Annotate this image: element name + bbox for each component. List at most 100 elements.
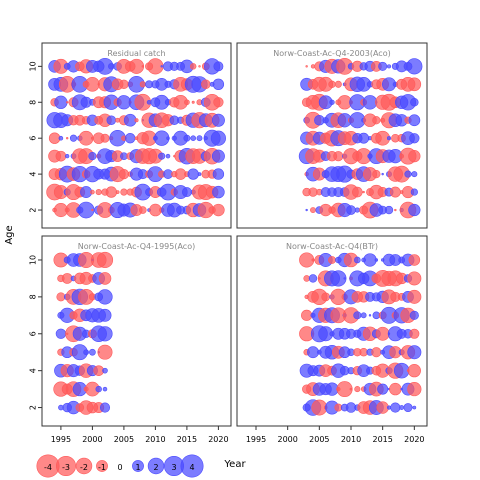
bubble-point xyxy=(352,186,363,198)
bubble-point xyxy=(119,79,129,90)
panel-frame xyxy=(236,42,428,229)
bubble-point xyxy=(354,386,361,393)
bubble-point xyxy=(55,150,67,162)
bubble-point xyxy=(95,385,102,393)
bubble-point xyxy=(406,58,423,75)
bubble-point xyxy=(65,136,69,140)
bubble-point xyxy=(384,205,394,215)
bubble-point xyxy=(58,135,64,141)
bubble-point xyxy=(191,100,195,104)
bubble-point xyxy=(80,186,93,199)
bubble-point xyxy=(386,405,392,410)
bubble-point xyxy=(409,133,420,144)
bubble-point xyxy=(372,169,381,179)
bubble-point xyxy=(310,64,316,69)
bubble-point xyxy=(54,95,68,109)
bubble-point xyxy=(305,65,308,68)
bubble-point xyxy=(98,272,112,285)
bubble-point xyxy=(407,345,422,360)
legend-label: 1 xyxy=(135,463,140,472)
legend-label: 0 xyxy=(117,463,122,472)
bubble-point xyxy=(102,367,108,374)
bubble-point xyxy=(328,256,336,264)
x-tick-label: 1995 xyxy=(51,435,71,444)
y-tick-label: 4 xyxy=(29,172,38,177)
bubble-point xyxy=(56,292,66,302)
bubble-point xyxy=(333,151,344,162)
legend-bubble xyxy=(75,457,93,475)
bubble-point xyxy=(95,188,102,196)
bubble-point xyxy=(100,133,110,143)
y-tick-label: 8 xyxy=(29,100,38,105)
bubble-point xyxy=(410,188,418,196)
bubble-point xyxy=(115,190,120,194)
bubble-point xyxy=(211,149,225,163)
bubble-point xyxy=(409,310,419,320)
bubble-point xyxy=(411,171,418,178)
bubble-point xyxy=(97,326,113,342)
bubble-point xyxy=(334,80,342,88)
x-axis-label: Year xyxy=(223,459,246,470)
bubble-point xyxy=(404,170,412,178)
bubble-point xyxy=(399,405,405,410)
bubble-point xyxy=(98,308,112,322)
bubble-point xyxy=(408,254,421,266)
bubble-point xyxy=(368,314,372,317)
bubble-point xyxy=(360,312,367,319)
bubble-point xyxy=(212,185,225,199)
bubble-point xyxy=(349,387,353,391)
bubble-point xyxy=(184,99,190,106)
bubble-point xyxy=(190,135,196,141)
bubble-point xyxy=(99,402,111,413)
bubble-point xyxy=(377,383,389,395)
bubble-point xyxy=(212,203,225,217)
bubble-point xyxy=(408,203,421,217)
panel-title: Norw-Coast-Ac-Q4(BTr) xyxy=(286,242,378,251)
bubble-point xyxy=(328,80,336,88)
panel-title: Norw-Coast-Ac-Q4-2003(Aco) xyxy=(273,49,390,58)
bubble-point xyxy=(139,81,146,88)
bubble-point xyxy=(301,309,313,321)
y-tick-label: 2 xyxy=(29,405,38,410)
bubble-point xyxy=(91,208,94,212)
bubble-point xyxy=(330,270,347,287)
bubble-point xyxy=(403,403,413,413)
bubble-point xyxy=(412,405,417,410)
bubble-point xyxy=(65,154,70,159)
bubble-point xyxy=(389,186,401,198)
bubble-point xyxy=(85,77,100,92)
panel-title: Residual catch xyxy=(107,49,165,58)
bubble-point xyxy=(372,116,381,125)
y-axis-label: Age xyxy=(4,225,15,244)
bubble-point xyxy=(305,208,308,212)
bubble-point xyxy=(181,187,192,198)
bubble-point xyxy=(410,98,419,107)
panel-title: Norw-Coast-Ac-Q4-1995(Aco) xyxy=(78,242,195,251)
bubble-point xyxy=(128,58,145,74)
bubble-point xyxy=(158,152,166,160)
legend-label: 3 xyxy=(171,463,176,472)
legend-bubble xyxy=(180,454,204,478)
bubble-point xyxy=(386,136,392,141)
bubble-point xyxy=(196,135,203,142)
bubble-point xyxy=(120,188,128,196)
bubble-point xyxy=(189,63,197,70)
y-tick-label: 4 xyxy=(29,368,38,373)
legend-label: 4 xyxy=(189,463,194,472)
bubble-point xyxy=(407,289,422,304)
bubble-point xyxy=(89,348,96,356)
bubble-point xyxy=(118,169,129,180)
bubble-point xyxy=(362,95,378,110)
bubble-point xyxy=(409,328,420,339)
bubble-point xyxy=(116,95,132,110)
x-tick-label: 2015 xyxy=(372,435,392,444)
bubble-point xyxy=(97,289,113,305)
legend-bubble xyxy=(55,455,76,476)
bubble-point xyxy=(376,401,389,414)
x-tick-label: 2000 xyxy=(277,435,297,444)
bubble-point xyxy=(389,382,402,396)
bubble-point xyxy=(321,292,331,302)
x-tick-label: 2020 xyxy=(208,435,228,444)
